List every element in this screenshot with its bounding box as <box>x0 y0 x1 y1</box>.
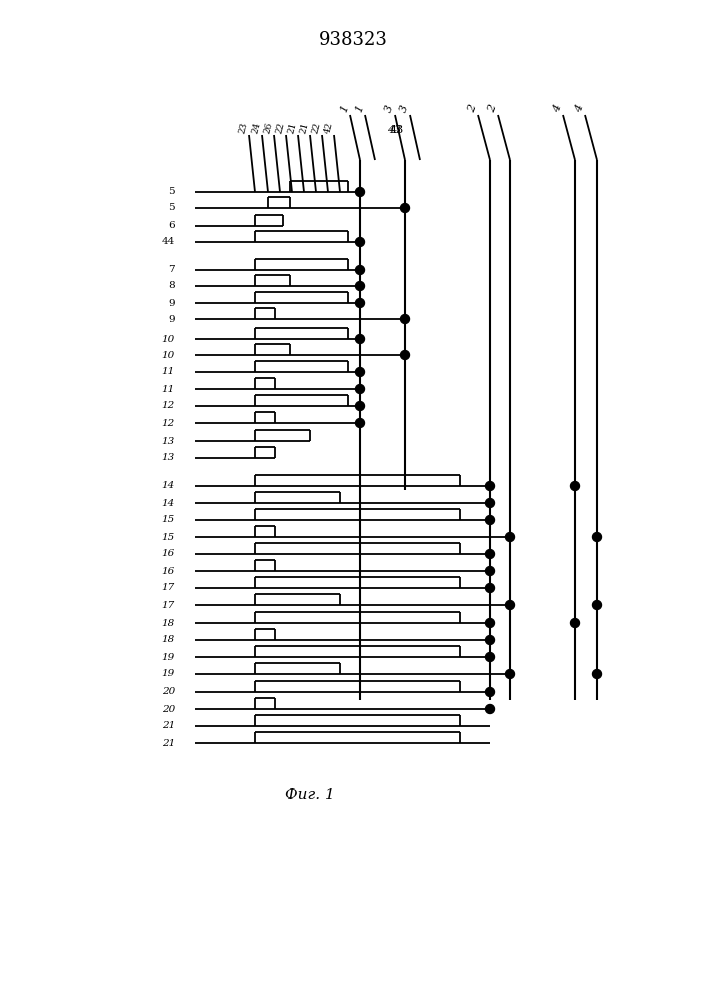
Text: 19: 19 <box>162 652 175 662</box>
Circle shape <box>486 584 494 592</box>
Text: 9: 9 <box>168 314 175 324</box>
Text: 1: 1 <box>354 103 366 113</box>
Text: 15: 15 <box>162 532 175 542</box>
Circle shape <box>400 314 409 324</box>
Circle shape <box>356 265 365 274</box>
Circle shape <box>400 204 409 213</box>
Circle shape <box>356 282 365 290</box>
Text: 1: 1 <box>339 103 350 113</box>
Text: 938323: 938323 <box>319 31 387 49</box>
Circle shape <box>486 498 494 508</box>
Circle shape <box>400 351 409 360</box>
Text: 15: 15 <box>162 516 175 524</box>
Circle shape <box>356 367 365 376</box>
Circle shape <box>356 418 365 428</box>
Text: 24: 24 <box>251 121 262 134</box>
Text: 19: 19 <box>162 670 175 678</box>
Text: 21: 21 <box>299 121 310 134</box>
Circle shape <box>592 600 602 609</box>
Text: 17: 17 <box>162 584 175 592</box>
Circle shape <box>486 566 494 576</box>
Text: 2: 2 <box>486 103 498 113</box>
Text: 23: 23 <box>238 121 250 134</box>
Text: 16: 16 <box>162 550 175 558</box>
Text: 42: 42 <box>323 121 334 134</box>
Text: 43: 43 <box>387 125 401 135</box>
Text: 12: 12 <box>162 401 175 410</box>
Text: 3: 3 <box>398 103 410 113</box>
Circle shape <box>356 401 365 410</box>
Text: 4: 4 <box>551 103 563 113</box>
Text: 14: 14 <box>162 482 175 490</box>
Text: 17: 17 <box>162 600 175 609</box>
Text: 5: 5 <box>168 204 175 213</box>
Text: 5: 5 <box>168 188 175 196</box>
Text: 9: 9 <box>168 298 175 308</box>
Text: 18: 18 <box>162 618 175 628</box>
Text: 20: 20 <box>162 704 175 714</box>
Circle shape <box>592 670 602 678</box>
Text: Фиг. 1: Фиг. 1 <box>285 788 335 802</box>
Circle shape <box>486 652 494 662</box>
Circle shape <box>356 384 365 393</box>
Text: 13: 13 <box>162 454 175 462</box>
Circle shape <box>506 532 515 542</box>
Text: 3: 3 <box>383 103 395 113</box>
Circle shape <box>506 600 515 609</box>
Text: 20: 20 <box>162 688 175 696</box>
Circle shape <box>356 298 365 308</box>
Text: 22: 22 <box>311 121 322 134</box>
Circle shape <box>486 636 494 645</box>
Text: 10: 10 <box>162 351 175 360</box>
Circle shape <box>592 532 602 542</box>
Text: 14: 14 <box>162 498 175 508</box>
Circle shape <box>486 688 494 696</box>
Circle shape <box>356 188 365 196</box>
Text: 43: 43 <box>390 125 404 135</box>
Circle shape <box>486 482 494 490</box>
Text: 2: 2 <box>467 103 478 113</box>
Text: 21: 21 <box>162 722 175 730</box>
Circle shape <box>506 670 515 678</box>
Circle shape <box>486 704 494 714</box>
Text: 4: 4 <box>573 103 585 113</box>
Text: 26: 26 <box>263 121 274 134</box>
Circle shape <box>356 334 365 344</box>
Circle shape <box>486 516 494 524</box>
Circle shape <box>356 237 365 246</box>
Text: 21: 21 <box>162 738 175 748</box>
Text: 8: 8 <box>168 282 175 290</box>
Text: 6: 6 <box>168 222 175 231</box>
Text: 11: 11 <box>162 384 175 393</box>
Circle shape <box>486 618 494 628</box>
Text: 10: 10 <box>162 334 175 344</box>
Text: 12: 12 <box>162 418 175 428</box>
Text: 13: 13 <box>162 436 175 446</box>
Text: 44: 44 <box>162 237 175 246</box>
Text: 21: 21 <box>287 121 298 134</box>
Circle shape <box>571 482 580 490</box>
Text: 18: 18 <box>162 636 175 645</box>
Text: 11: 11 <box>162 367 175 376</box>
Text: 7: 7 <box>168 265 175 274</box>
Text: 22: 22 <box>275 121 286 134</box>
Text: 16: 16 <box>162 566 175 576</box>
Circle shape <box>571 618 580 628</box>
Circle shape <box>486 550 494 558</box>
